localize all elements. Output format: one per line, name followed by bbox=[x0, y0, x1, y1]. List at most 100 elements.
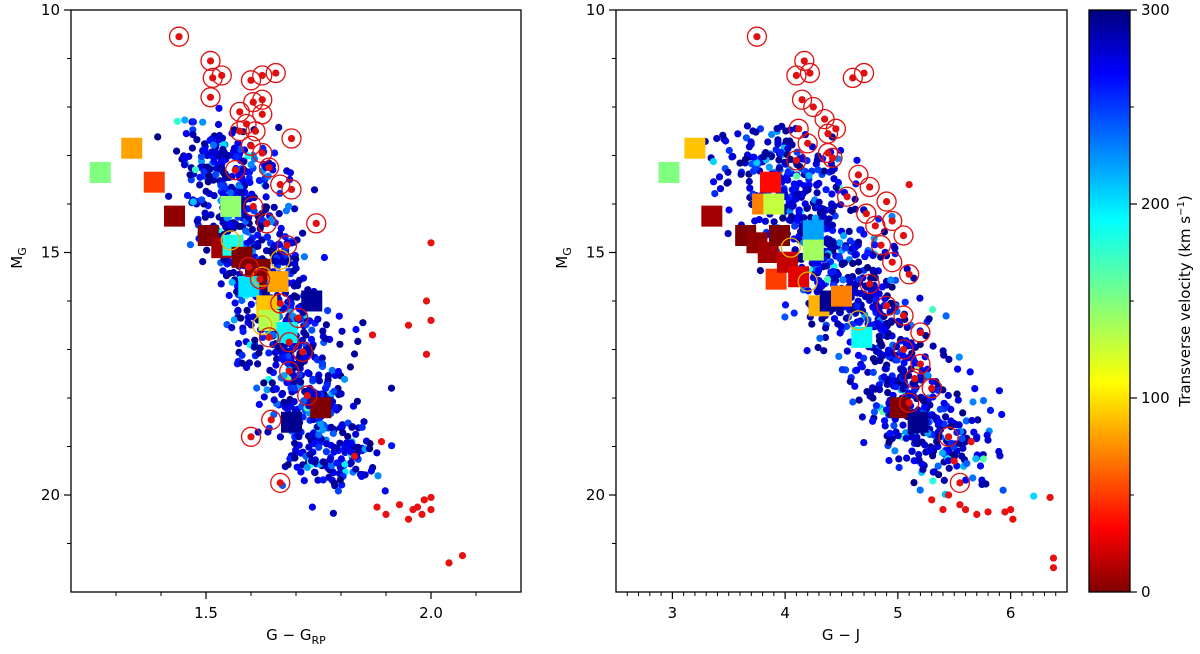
ring-marker bbox=[876, 191, 897, 212]
cloud-point bbox=[876, 349, 884, 357]
cloud-point bbox=[202, 187, 210, 195]
cloud-point bbox=[816, 334, 824, 342]
cloud-point bbox=[295, 433, 303, 441]
cloud-point bbox=[916, 486, 924, 494]
ring-marker-dot bbox=[236, 108, 244, 116]
ring-marker bbox=[292, 341, 313, 363]
cloud-point bbox=[940, 476, 948, 484]
outlier-point bbox=[418, 510, 426, 518]
square-marker bbox=[907, 411, 929, 433]
colorbar-ticks: 0 100 200 300 bbox=[1130, 1, 1170, 601]
cloud-point bbox=[268, 379, 276, 387]
cloud-point bbox=[210, 158, 218, 166]
x-tick-label: 4 bbox=[780, 604, 790, 622]
cloud-point bbox=[300, 253, 308, 261]
ring-marker bbox=[882, 252, 903, 273]
ring-marker-dot bbox=[916, 360, 925, 368]
cloud-point bbox=[173, 117, 181, 125]
ring-marker bbox=[791, 89, 813, 110]
cloud-point bbox=[189, 118, 197, 126]
cloud-point bbox=[319, 476, 327, 484]
left-square-markers bbox=[89, 137, 332, 433]
square-marker bbox=[281, 411, 302, 433]
cloud-point bbox=[724, 230, 732, 238]
cloud-point bbox=[278, 391, 286, 399]
cloud-point bbox=[968, 416, 976, 425]
cloud-point bbox=[713, 134, 721, 143]
cloud-point bbox=[863, 388, 871, 396]
cloud-point bbox=[869, 368, 877, 376]
ring-marker-dot bbox=[247, 433, 255, 441]
ring-marker-dot bbox=[888, 217, 896, 225]
cloud-point bbox=[297, 360, 305, 368]
cloud-point bbox=[884, 389, 892, 397]
cloud-point bbox=[878, 342, 886, 350]
cloud-point bbox=[823, 219, 831, 227]
cloud-point bbox=[928, 305, 937, 314]
cloud-point bbox=[373, 449, 381, 457]
cloud-point bbox=[214, 120, 223, 129]
cloud-point bbox=[902, 340, 910, 348]
cloud-point bbox=[338, 327, 346, 335]
cloud-point bbox=[350, 350, 359, 358]
cloud-point bbox=[793, 216, 802, 225]
cloud-point bbox=[715, 173, 724, 181]
ring-marker bbox=[825, 118, 847, 139]
cloud-point bbox=[768, 130, 776, 139]
cloud-point bbox=[923, 371, 932, 379]
cloud-point bbox=[324, 307, 332, 315]
cloud-point bbox=[250, 343, 258, 351]
square-marker bbox=[765, 268, 787, 290]
ring-marker bbox=[893, 225, 914, 246]
cloud-point bbox=[341, 375, 349, 383]
cloud-point bbox=[319, 327, 327, 335]
ring-marker-dot bbox=[809, 103, 817, 111]
cloud-point bbox=[803, 347, 811, 355]
cloud-point bbox=[986, 406, 995, 414]
y-tick-label: 15 bbox=[586, 244, 605, 262]
cloud-point bbox=[746, 184, 754, 192]
cloud-point bbox=[814, 259, 822, 267]
cloud-point bbox=[903, 265, 911, 273]
cloud-point bbox=[869, 355, 878, 363]
cloud-point bbox=[836, 239, 844, 247]
ring-marker-dot bbox=[854, 171, 863, 179]
cloud-point bbox=[232, 153, 240, 161]
cloud-point bbox=[275, 123, 283, 131]
cloud-point bbox=[203, 246, 211, 254]
ring-marker bbox=[876, 295, 897, 317]
cloud-point bbox=[935, 418, 943, 426]
cloud-point bbox=[719, 131, 727, 139]
cloud-point bbox=[915, 451, 923, 459]
cloud-point bbox=[884, 349, 892, 357]
ring-marker-dot bbox=[206, 93, 215, 101]
left-panel: 1.5 2.0 10 15 20 G − GRP MG bbox=[8, 1, 522, 647]
ring-marker bbox=[265, 62, 286, 84]
cloud-point bbox=[871, 274, 879, 282]
cloud-point bbox=[959, 444, 967, 452]
cloud-point bbox=[890, 422, 898, 430]
cloud-point bbox=[271, 149, 279, 157]
right-outlier-points bbox=[905, 181, 1058, 572]
cloud-point bbox=[314, 476, 322, 484]
ring-marker bbox=[279, 332, 300, 353]
cloud-point bbox=[919, 397, 928, 405]
cloud-point bbox=[724, 168, 732, 176]
ring-marker bbox=[842, 67, 863, 89]
ring-marker bbox=[921, 378, 942, 399]
square-marker bbox=[788, 266, 810, 288]
cloud-point bbox=[284, 352, 292, 361]
cloud-point bbox=[851, 251, 859, 259]
cloud-point bbox=[973, 435, 981, 443]
cloud-point bbox=[251, 336, 259, 344]
cloud-point bbox=[921, 403, 929, 411]
cloud-point bbox=[339, 429, 347, 437]
cloud-point bbox=[903, 323, 911, 331]
ring-marker-dot bbox=[249, 202, 257, 211]
cloud-point bbox=[805, 172, 813, 180]
ring-marker bbox=[799, 62, 821, 84]
square-marker bbox=[220, 195, 242, 217]
ring-marker-dot bbox=[806, 69, 814, 77]
cloud-point bbox=[347, 439, 355, 447]
cloud-point bbox=[322, 335, 330, 343]
